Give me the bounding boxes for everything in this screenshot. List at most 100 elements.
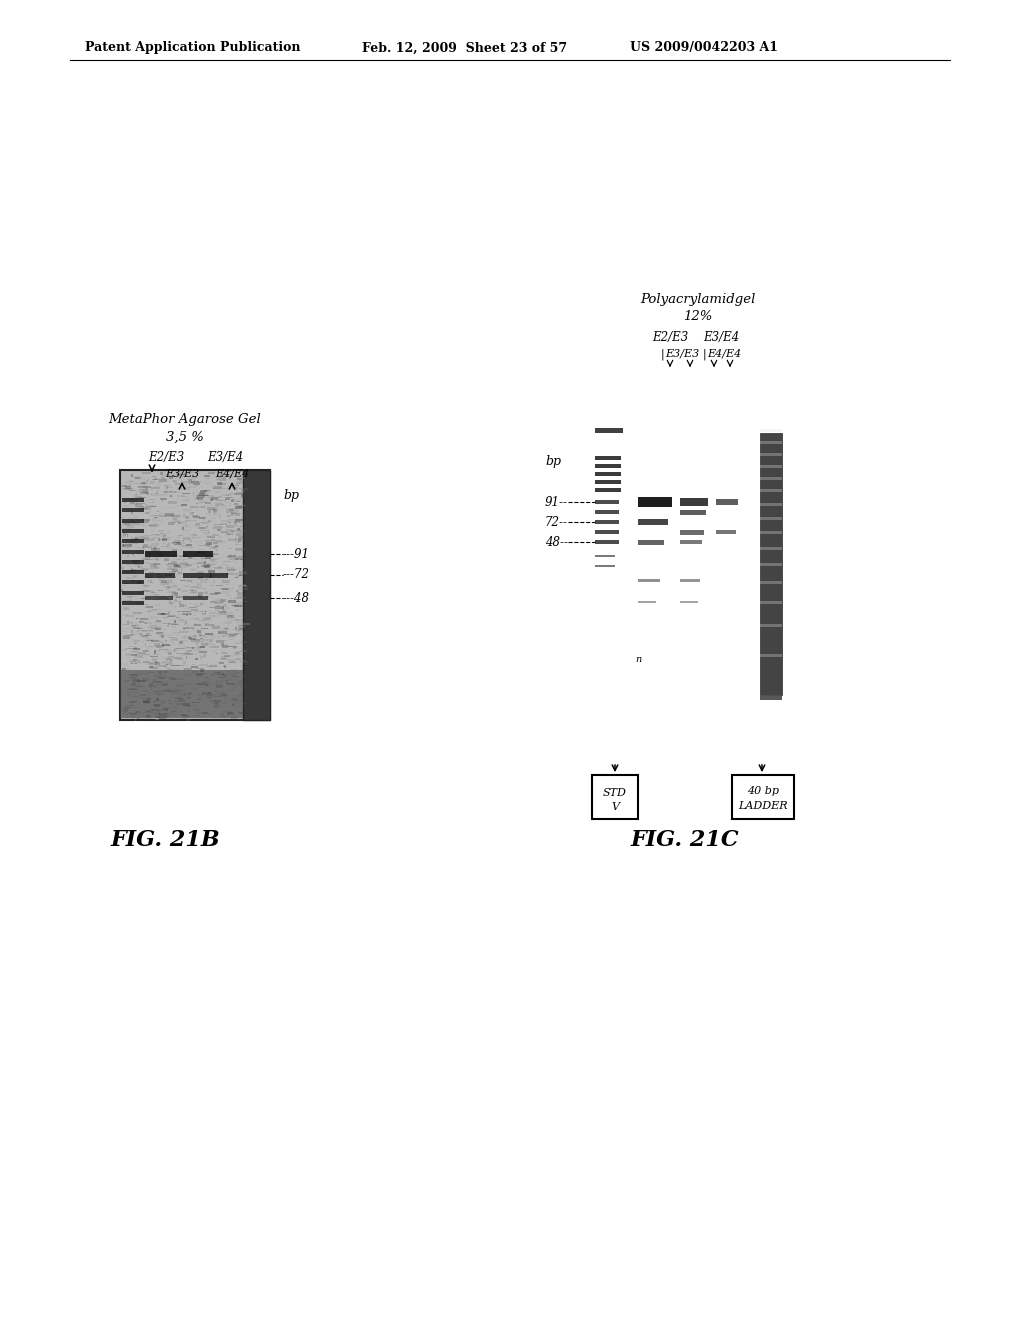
Bar (228, 622, 229, 624)
Bar (166, 660, 169, 663)
Bar (151, 568, 159, 569)
Bar (207, 520, 210, 521)
Bar (157, 620, 161, 622)
Bar (178, 693, 184, 696)
Bar (141, 519, 150, 520)
Bar (154, 643, 160, 645)
Bar (209, 694, 217, 697)
Bar (240, 627, 246, 630)
Bar (236, 627, 237, 630)
Bar (234, 503, 239, 504)
Bar (229, 573, 238, 576)
Bar (166, 659, 171, 660)
Bar (193, 709, 200, 711)
Bar (173, 583, 176, 586)
Bar (176, 515, 183, 517)
Bar (233, 492, 243, 495)
Bar (151, 544, 159, 545)
Bar (163, 628, 168, 631)
Bar (158, 531, 165, 532)
Bar (236, 492, 244, 494)
Bar (182, 614, 190, 615)
Bar (185, 705, 188, 708)
Bar (144, 622, 147, 624)
Bar (171, 704, 172, 706)
Bar (220, 715, 229, 718)
Bar (638, 578, 660, 582)
Bar (760, 503, 782, 506)
Bar (131, 603, 138, 605)
Bar (221, 532, 226, 533)
Bar (208, 473, 215, 474)
Bar (160, 582, 164, 585)
Bar (185, 649, 193, 652)
Bar (227, 520, 233, 521)
Bar (157, 614, 164, 615)
Bar (233, 558, 242, 560)
Bar (144, 622, 152, 624)
Bar (209, 558, 211, 561)
Bar (223, 678, 231, 681)
Bar (195, 541, 203, 543)
Bar (168, 566, 172, 568)
Bar (139, 593, 140, 594)
Bar (206, 490, 213, 492)
Bar (223, 693, 226, 694)
Bar (175, 648, 183, 649)
Bar (595, 531, 618, 533)
Bar (168, 568, 174, 570)
Bar (224, 502, 227, 503)
Text: US 2009/0042203 A1: US 2009/0042203 A1 (630, 41, 778, 54)
Bar (760, 433, 782, 696)
Bar (223, 622, 232, 624)
Bar (205, 581, 207, 583)
Text: 72--: 72-- (545, 516, 568, 528)
Bar (174, 540, 180, 543)
Bar (210, 602, 217, 603)
Bar (238, 506, 244, 508)
Bar (220, 684, 225, 688)
Bar (165, 516, 173, 517)
Bar (204, 565, 207, 566)
Bar (138, 715, 146, 718)
Bar (221, 494, 229, 496)
Bar (199, 642, 205, 643)
Bar (146, 634, 150, 635)
Bar (202, 643, 208, 645)
Bar (234, 537, 237, 540)
Bar (148, 685, 157, 688)
Bar (200, 556, 202, 558)
Bar (595, 480, 621, 484)
Bar (205, 582, 211, 585)
Bar (175, 669, 180, 672)
Bar (136, 503, 138, 506)
Bar (178, 705, 179, 706)
Bar (144, 577, 154, 578)
Bar (232, 647, 237, 648)
Bar (222, 635, 225, 638)
Bar (197, 702, 200, 704)
Bar (165, 643, 168, 644)
Bar (124, 523, 130, 524)
Bar (184, 520, 187, 521)
Text: |: | (703, 348, 707, 360)
Bar (169, 702, 171, 705)
Bar (183, 702, 189, 706)
Bar (150, 665, 153, 668)
Bar (215, 706, 219, 708)
Bar (131, 521, 135, 524)
Bar (236, 513, 242, 515)
Bar (234, 535, 239, 537)
Bar (216, 479, 219, 480)
Bar (218, 631, 226, 634)
Bar (171, 706, 179, 709)
Bar (199, 634, 202, 636)
Text: 91--: 91-- (545, 495, 568, 508)
Bar (183, 537, 191, 540)
Bar (163, 535, 166, 537)
Bar (236, 577, 238, 578)
Bar (213, 512, 218, 513)
Bar (227, 616, 237, 619)
Bar (232, 693, 234, 694)
Bar (186, 614, 187, 615)
